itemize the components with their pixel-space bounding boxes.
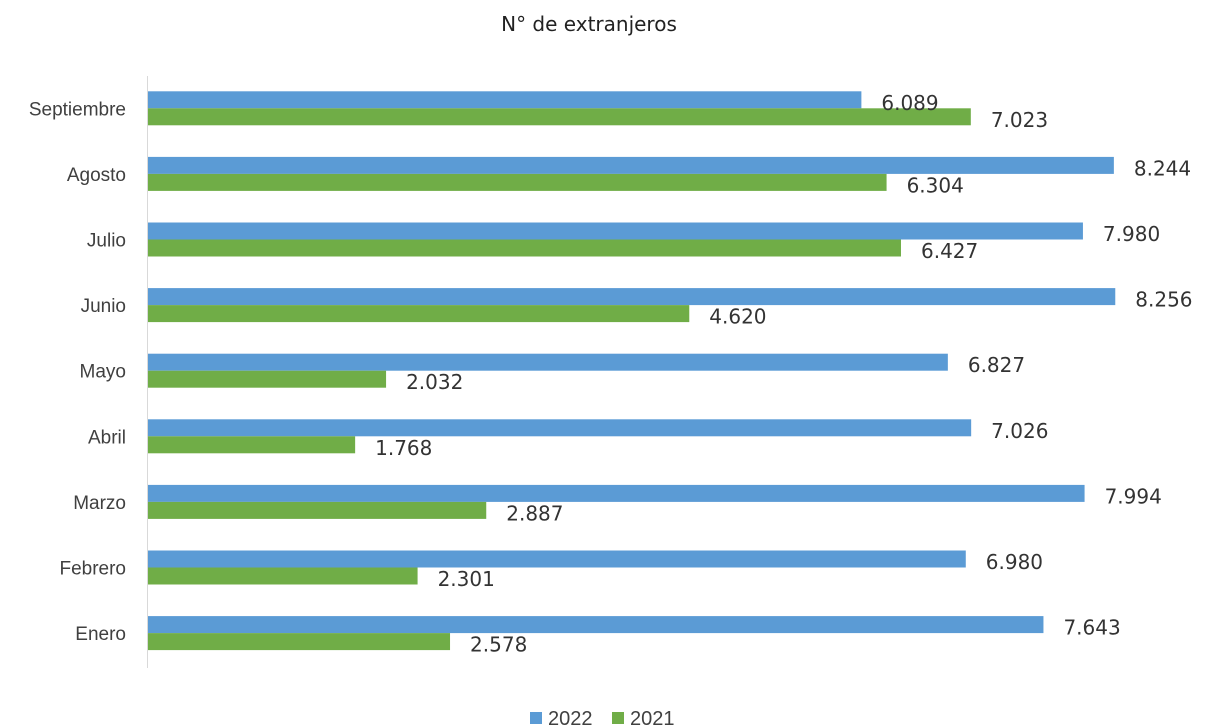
data-label: 7.994 (1105, 484, 1162, 508)
data-label: 8.244 (1134, 156, 1191, 180)
data-label: 6.304 (907, 173, 964, 197)
bar-2022-agosto (148, 156, 1114, 174)
category-label: Agosto (67, 165, 126, 186)
data-label: 6.427 (921, 239, 978, 263)
bar-2021-mayo (148, 370, 387, 388)
data-label: 2.032 (406, 370, 463, 394)
category-label: Febrero (59, 559, 126, 580)
data-label: 7.023 (991, 108, 1048, 132)
data-label: 2.887 (506, 501, 563, 525)
category-label: Abril (88, 427, 126, 448)
bar-2021-septiembre (148, 108, 971, 126)
data-label: 2.578 (470, 633, 527, 657)
bar-2022-septiembre (148, 91, 862, 109)
legend-swatch-2022 (530, 712, 542, 724)
legend-label: 2022 (548, 708, 593, 728)
bar-2022-julio (148, 222, 1083, 240)
bar-2021-marzo (148, 501, 487, 519)
data-label: 8.256 (1135, 288, 1192, 312)
category-label: Septiembre (29, 99, 126, 120)
legend-swatch-2021 (612, 712, 624, 724)
data-label: 7.643 (1063, 616, 1120, 640)
category-label: Enero (75, 624, 126, 645)
category-label: Julio (87, 231, 126, 252)
bar-group (148, 91, 1116, 651)
bar-2021-agosto (148, 173, 887, 191)
category-labels: Enero Febrero Marzo Abril Mayo Junio Julio Agos… (29, 99, 126, 645)
data-label: 6.827 (968, 353, 1025, 377)
data-label: 4.620 (709, 305, 766, 329)
category-label: Junio (81, 296, 126, 317)
bar-2022-febrero (148, 550, 966, 568)
data-label: 7.980 (1103, 222, 1160, 246)
category-label: Marzo (73, 493, 126, 514)
bar-2022-junio (148, 288, 1116, 306)
bar-2022-mayo (148, 353, 948, 371)
bar-2021-junio (148, 305, 690, 323)
bar-2021-enero (148, 633, 451, 651)
legend-label: 2021 (630, 708, 675, 728)
bar-2021-julio (148, 239, 901, 257)
data-label: 6.089 (881, 91, 938, 115)
legend: 2022 2021 (530, 708, 675, 728)
data-label: 2.301 (438, 567, 495, 591)
data-labels: 7.643 2.578 6.980 2.301 7.994 2.887 7.026 1.768… (375, 91, 1192, 657)
data-label: 7.026 (991, 419, 1048, 443)
bar-2022-enero (148, 616, 1044, 634)
bar-2021-febrero (148, 567, 418, 585)
category-label: Mayo (80, 362, 126, 383)
data-label: 6.980 (986, 550, 1043, 574)
chart-title: N° de extranjeros (501, 12, 677, 36)
bar-2022-abril (148, 419, 972, 437)
bar-2022-marzo (148, 484, 1085, 502)
data-label: 1.768 (375, 436, 432, 460)
bar-2021-abril (148, 436, 356, 454)
